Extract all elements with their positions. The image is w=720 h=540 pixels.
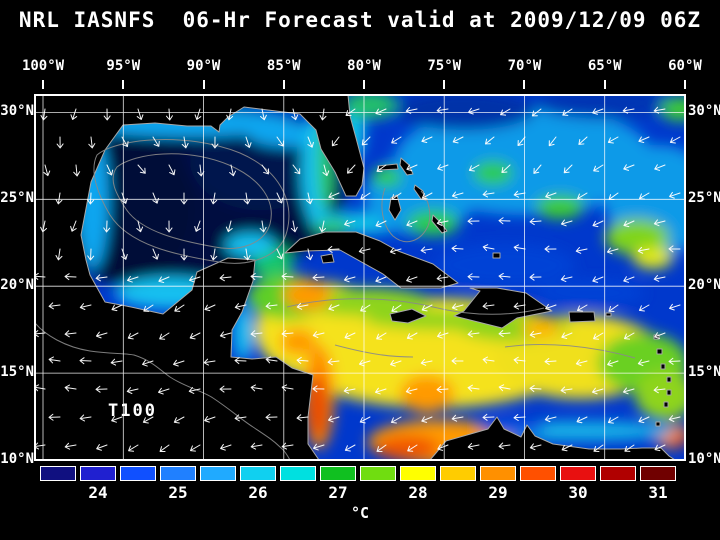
lat-tick-label: 10°N	[0, 451, 34, 467]
lon-tick-label: 70°W	[507, 58, 542, 74]
lat-tick-label: 30°N	[0, 103, 34, 120]
lon-tick-label: 60°W	[668, 58, 702, 74]
lon-tick-mark	[363, 80, 365, 89]
colorbar-segment	[280, 466, 316, 481]
hispaniola-land	[453, 287, 553, 329]
grand-bahama-land	[377, 163, 399, 171]
lat-tick-label: 25°N	[0, 190, 34, 207]
colorbar-unit: °C	[350, 504, 370, 522]
colorbar	[40, 466, 680, 481]
jamaica-land	[389, 308, 427, 324]
colorbar-segment	[600, 466, 636, 481]
colorbar-segment	[360, 466, 396, 481]
depth-label: T100	[108, 401, 157, 421]
lon-tick-mark	[523, 80, 526, 89]
colorbar-segment	[240, 466, 276, 481]
colorbar-tick-label: 30	[568, 483, 588, 502]
lon-tick-mark	[122, 80, 125, 89]
lon-tick-mark	[42, 80, 45, 89]
lon-tick-label: 95°W	[106, 58, 141, 74]
martinique-land	[666, 376, 672, 383]
st-lucia-land	[666, 389, 672, 396]
grenada-land	[655, 421, 661, 427]
temperature-field	[45, 95, 685, 460]
colorbar-segment	[480, 466, 516, 481]
guadeloupe-land	[656, 348, 663, 355]
colorbar-tick-label: 31	[648, 483, 668, 502]
colorbar-tick-label: 29	[488, 483, 508, 502]
lon-tick-label: 75°W	[427, 58, 462, 74]
map-canvas	[35, 95, 685, 460]
colorbar-segment	[200, 466, 236, 481]
colorbar-tick-label: 28	[408, 483, 428, 502]
virgin-islands-land	[605, 312, 612, 317]
colorbar-segment	[560, 466, 596, 481]
colorbar-segment	[320, 466, 356, 481]
bathymetry-contours	[35, 139, 636, 460]
colorbar-segment	[520, 466, 556, 481]
lon-tick-mark	[603, 80, 606, 89]
andros-land	[388, 194, 402, 221]
colorbar-segment	[400, 466, 436, 481]
lon-tick-label: 65°W	[587, 58, 622, 74]
lon-tick-mark	[202, 80, 205, 89]
lon-tick-label: 85°W	[266, 58, 301, 74]
colorbar-segment	[440, 466, 476, 481]
colorbar-tick-labels: 24 25 26 27 28 29 30 31	[40, 483, 700, 502]
map-plot	[34, 94, 686, 461]
dominica-land	[660, 363, 666, 370]
lat-tick-label: 10°N	[688, 451, 720, 467]
lon-tick-mark	[443, 80, 446, 89]
lon-tick-label: 80°W	[347, 58, 381, 74]
colorbar-segment	[120, 466, 156, 481]
colorbar-tick-label: 25	[168, 483, 188, 502]
turks-caicos-land	[492, 252, 501, 259]
colorbar-tick-label: 26	[248, 483, 268, 502]
colorbar-segment	[40, 466, 76, 481]
colorbar-tick-label: 24	[88, 483, 108, 502]
colorbar-segment	[160, 466, 196, 481]
lat-tick-label: 20°N	[688, 277, 720, 294]
colorbar-segment	[80, 466, 116, 481]
lon-tick-label: 100°W	[21, 58, 65, 74]
lat-tick-label: 15°N	[688, 364, 720, 381]
abaco-land	[399, 157, 414, 176]
lon-tick-mark	[683, 80, 686, 89]
latlon-grid	[35, 95, 685, 460]
puerto-rico-land	[568, 311, 596, 323]
isle-of-youth-land	[320, 253, 335, 264]
lat-tick-label: 15°N	[0, 364, 34, 381]
lon-tick-label: 90°W	[186, 58, 221, 74]
colorbar-segment	[640, 466, 676, 481]
lat-tick-label: 20°N	[0, 277, 34, 294]
south-america-land	[429, 416, 676, 460]
page-title: NRL IASNFS 06-Hr Forecast valid at 2009/…	[18, 8, 702, 32]
st-vincent-land	[663, 401, 669, 408]
lat-tick-label: 25°N	[688, 190, 720, 207]
cuba-land	[284, 231, 459, 289]
wind-vectors	[35, 106, 681, 453]
lon-tick-mark	[282, 80, 285, 89]
colorbar-tick-label: 27	[328, 483, 348, 502]
lat-tick-label: 30°N	[688, 103, 720, 120]
